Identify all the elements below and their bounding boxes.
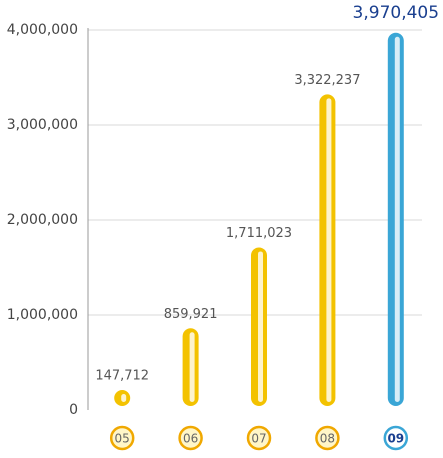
- bar-highlight: [326, 98, 332, 402]
- category-badge: [315, 425, 340, 451]
- bar-highlight: [394, 36, 400, 402]
- value-label: 859,921: [164, 307, 218, 322]
- y-tick-label: 2,000,000: [7, 212, 78, 228]
- bar-highlight: [258, 251, 263, 402]
- value-label: 3,322,237: [294, 73, 360, 88]
- bar-highlight: [189, 332, 195, 402]
- y-tick-label: 1,000,000: [7, 307, 78, 323]
- value-label: 147,712: [95, 369, 149, 384]
- x-tick-label: 08: [320, 432, 335, 446]
- category-badge: [178, 425, 203, 451]
- y-tick-label: 0: [69, 402, 78, 418]
- value-label: 3,970,405: [353, 3, 440, 23]
- category-badge: [383, 425, 409, 451]
- category-badge: [246, 425, 272, 451]
- x-tick-label: 07: [251, 432, 266, 446]
- category-badge: [109, 425, 135, 451]
- x-tick-label: 06: [183, 432, 198, 446]
- y-tick-label: 3,000,000: [7, 117, 78, 133]
- y-tick-label: 4,000,000: [7, 22, 78, 38]
- x-tick-label: 09: [387, 432, 404, 446]
- x-tick-label: 05: [115, 432, 130, 446]
- bar-highlight: [121, 394, 127, 402]
- value-label: 1,711,023: [226, 226, 292, 241]
